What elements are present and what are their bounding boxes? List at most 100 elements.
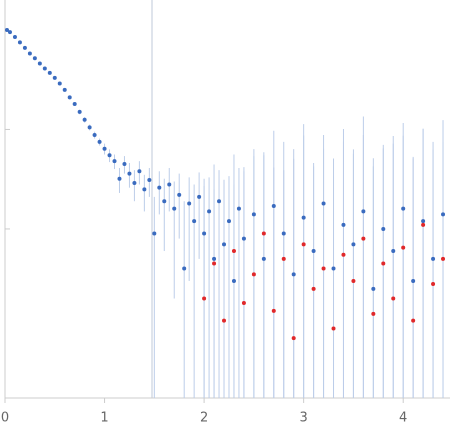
data-point	[107, 153, 112, 158]
data-point	[231, 249, 236, 254]
data-point	[167, 182, 172, 187]
data-point	[311, 286, 316, 291]
data-point	[371, 286, 376, 291]
data-point	[381, 261, 386, 266]
data-point	[162, 199, 167, 204]
data-point	[301, 242, 306, 247]
data-point	[361, 209, 366, 214]
data-point	[97, 139, 102, 144]
data-point	[301, 215, 306, 220]
data-point	[236, 206, 241, 211]
data-point	[331, 266, 336, 271]
data-point	[187, 201, 192, 206]
data-point	[321, 201, 326, 206]
data-point	[441, 212, 446, 217]
data-point	[391, 249, 396, 254]
data-point	[281, 256, 286, 261]
data-point	[391, 296, 396, 301]
data-point	[22, 45, 27, 50]
data-point	[431, 256, 436, 261]
data-point	[311, 249, 316, 254]
data-point	[212, 261, 217, 266]
data-point	[331, 326, 336, 331]
data-point	[147, 178, 152, 183]
data-point	[157, 185, 162, 190]
x-tick-label: 4	[399, 411, 407, 426]
data-point	[341, 222, 346, 227]
data-point	[142, 187, 147, 192]
data-point	[207, 209, 212, 214]
data-point	[341, 252, 346, 257]
data-point	[291, 272, 296, 277]
data-point	[421, 219, 426, 224]
data-point	[351, 278, 356, 283]
data-point	[57, 81, 62, 86]
data-point	[261, 256, 266, 261]
data-point	[411, 278, 416, 283]
data-point	[241, 236, 246, 241]
data-point	[291, 336, 296, 341]
data-point	[441, 256, 446, 261]
data-point	[401, 206, 406, 211]
data-point	[271, 308, 276, 313]
data-point	[381, 226, 386, 231]
data-point	[261, 231, 266, 236]
data-point	[137, 169, 142, 174]
data-point	[4, 27, 9, 32]
data-point	[152, 231, 157, 236]
data-point	[127, 171, 132, 176]
data-point	[7, 30, 12, 35]
data-point	[117, 176, 122, 181]
data-point	[27, 51, 32, 56]
data-point	[87, 125, 92, 130]
data-point	[202, 296, 207, 301]
data-point	[251, 212, 256, 217]
data-point	[197, 194, 202, 199]
data-point	[32, 56, 37, 61]
data-point	[351, 242, 356, 247]
x-tick-label: 3	[300, 411, 308, 426]
data-point	[321, 266, 326, 271]
data-point	[42, 66, 47, 71]
data-point	[241, 301, 246, 306]
data-point	[217, 199, 222, 204]
data-point	[92, 132, 97, 137]
data-point	[112, 159, 117, 164]
x-tick-label: 2	[200, 411, 208, 426]
data-point	[421, 222, 426, 227]
data-point	[12, 34, 17, 39]
data-point	[361, 236, 366, 241]
data-point	[222, 318, 227, 323]
data-point	[281, 231, 286, 236]
data-point	[122, 161, 127, 166]
data-point	[177, 192, 182, 197]
data-point	[102, 146, 107, 151]
data-point	[222, 242, 227, 247]
data-point	[182, 266, 187, 271]
data-point	[251, 272, 256, 277]
data-point	[67, 95, 72, 100]
data-point	[431, 281, 436, 286]
x-tick-label: 0	[1, 411, 9, 426]
data-point	[72, 102, 77, 107]
data-point	[132, 180, 137, 185]
data-point	[231, 278, 236, 283]
data-point	[62, 87, 67, 92]
data-point	[411, 318, 416, 323]
data-point	[212, 256, 217, 261]
data-point	[17, 40, 22, 45]
data-point	[202, 231, 207, 236]
data-point	[226, 219, 231, 224]
x-tick-label: 1	[100, 411, 108, 426]
data-point	[192, 219, 197, 224]
data-point	[52, 75, 57, 80]
data-point	[47, 70, 52, 75]
data-point	[271, 204, 276, 209]
data-point	[82, 117, 87, 122]
data-point	[401, 245, 406, 250]
data-point	[172, 206, 177, 211]
data-point	[371, 311, 376, 316]
data-point	[37, 61, 42, 66]
data-point	[77, 109, 82, 114]
